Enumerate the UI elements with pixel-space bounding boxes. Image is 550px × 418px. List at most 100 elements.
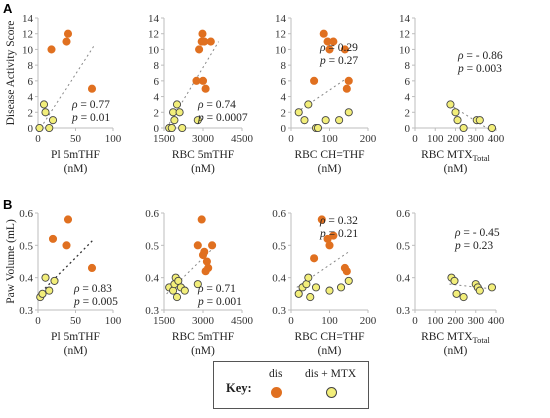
y-tick-label: 8 [154, 60, 160, 72]
data-point-dis-mtx [50, 276, 59, 285]
data-point-dis-mtx [39, 100, 49, 109]
data-point-dis-mtx [41, 108, 50, 117]
data-point-dis-mtx [453, 116, 462, 125]
y-tick-label: 0.3 [145, 305, 159, 317]
data-point-dis-mtx [475, 286, 484, 295]
y-tick-label: 2 [28, 107, 34, 119]
x-tick-label: 100 [105, 315, 122, 327]
data-point-dis [200, 247, 209, 256]
x-tick-label: 1500 [153, 133, 176, 145]
x-axis-label: RBC CH=THF [294, 331, 364, 343]
data-point-dis [197, 215, 206, 224]
x-tick-label: 1500 [153, 315, 176, 327]
trend-line [37, 45, 95, 133]
plot-8: 0.3 0.4 0.5 0.6 0 100 200 300 400 RBC MTXTotal(nM… [396, 208, 505, 357]
panel-letter-a: A [3, 1, 13, 16]
x-tick-label: 400 [488, 315, 505, 327]
plot-6: 0.3 0.4 0.5 0.6 1500 3000 4500 RBC 5mTHF (nM) ρ =… [145, 208, 253, 357]
data-point-dis [198, 76, 208, 85]
y-tick-label: 8 [28, 60, 34, 72]
x-tick-label: 400 [488, 133, 505, 145]
y-tick-label: 6 [405, 76, 411, 88]
y-tick-label: 14 [399, 13, 411, 25]
stat-annotation: ρ = 0.74 [197, 99, 236, 111]
legend-label-dis: dis [269, 368, 283, 380]
x-tick-label: 200 [447, 133, 464, 145]
stat-annotation: ρ = 0.32 [319, 215, 358, 227]
x-tick-label: 4500 [231, 315, 254, 327]
data-point-dis-mtx [294, 108, 303, 117]
plot-7: 0.3 0.4 0.5 0.6 0 100 200 RBC CH=THF (nM) ρ = 0.3… [272, 208, 377, 357]
plot-3: 0 2 4 6 8 10 12 14 0 100 200 RBC CH=THF (nM) ρ = 0.29… [275, 13, 377, 175]
x-tick-label: 100 [105, 133, 122, 145]
plot-4: 0 2 4 6 8 10 12 14 0 100 200 300 400 RBC MTXTotal(nM)… [399, 13, 505, 175]
data-point-dis-mtx [344, 108, 353, 117]
legend-marker-dis-mtx [326, 387, 337, 398]
data-point-dis [63, 29, 73, 38]
data-point-dis-mtx [178, 123, 187, 133]
y-tick-label: 2 [281, 107, 287, 119]
data-point-dis [201, 84, 210, 93]
data-point-dis [195, 45, 204, 54]
y-tick-label: 0.3 [19, 305, 33, 317]
legend-marker-dis [271, 387, 282, 398]
y-tick-label: 12 [275, 29, 286, 41]
y-tick-label: 6 [154, 76, 160, 88]
stat-annotation: ρ = 0.83 [73, 283, 112, 295]
y-axis-label: Disease Activity Score [5, 21, 17, 126]
x-axis-label: RBC MTXTotal [421, 149, 490, 163]
data-point-dis [193, 241, 202, 250]
x-tick-label: 200 [447, 315, 464, 327]
x-tick-label: 100 [321, 315, 338, 327]
x-axis-label: RBC 5mTHF [172, 331, 234, 343]
data-point-dis-mtx [451, 108, 460, 117]
y-tick-label: 0.6 [396, 208, 410, 220]
data-point-dis-mtx [446, 100, 455, 109]
x-tick-label: 100 [321, 133, 338, 145]
x-tick-label: 0 [288, 315, 294, 327]
data-point-dis-mtx [336, 283, 346, 292]
y-tick-label: 0.4 [145, 273, 159, 285]
x-tick-label: 0 [35, 133, 41, 145]
x-tick-label: 4500 [231, 133, 254, 145]
y-tick-label: 12 [148, 29, 159, 41]
data-point-dis [204, 263, 213, 273]
data-point-dis-mtx [306, 293, 315, 302]
x-tick-label: 50 [70, 315, 82, 327]
y-tick-label: 0.5 [272, 240, 286, 252]
data-point-dis-mtx [170, 116, 179, 125]
legend-label-dis-mtx: dis + MTX [305, 368, 357, 380]
stat-annotation: ρ = 0.29 [319, 42, 358, 54]
data-point-dis-mtx [311, 283, 321, 292]
x-tick-label: 300 [468, 315, 485, 327]
data-point-dis-mtx [487, 123, 497, 133]
data-point-dis-mtx [172, 100, 182, 109]
stat-annotation: p = 0.001 [197, 296, 242, 308]
y-tick-label: 6 [28, 76, 34, 88]
y-tick-label: 8 [405, 60, 411, 72]
stat-annotation: ρ = - 0.45 [454, 227, 500, 239]
data-point-dis-mtx [325, 286, 334, 295]
data-point-dis [329, 37, 338, 46]
y-tick-label: 2 [405, 107, 411, 119]
data-point-dis-mtx [459, 123, 468, 133]
y-tick-label: 0.6 [272, 208, 286, 220]
y-tick-label: 0.5 [396, 240, 410, 252]
data-point-dis-mtx [38, 289, 47, 298]
trend-line [449, 104, 494, 133]
y-tick-label: 0.3 [272, 305, 286, 317]
data-point-dis-mtx [304, 100, 313, 109]
x-tick-label: 0 [35, 315, 41, 327]
stat-annotation: p = 0.005 [73, 296, 118, 308]
data-point-dis-mtx [180, 286, 189, 295]
data-point-dis-mtx [475, 116, 484, 125]
y-tick-label: 0.4 [19, 273, 33, 285]
data-point-dis [208, 241, 217, 250]
plot-2: 0 2 4 6 8 10 12 14 1500 3000 4500 RBC 5mTHF (nM) ρ = … [148, 13, 254, 175]
stat-annotation: ρ = 0.71 [197, 283, 236, 295]
data-point-dis [62, 37, 71, 46]
data-point-dis [206, 37, 215, 46]
y-tick-label: 12 [399, 29, 410, 41]
y-tick-label: 6 [281, 76, 287, 88]
stat-annotation: p = 0.21 [319, 228, 358, 240]
